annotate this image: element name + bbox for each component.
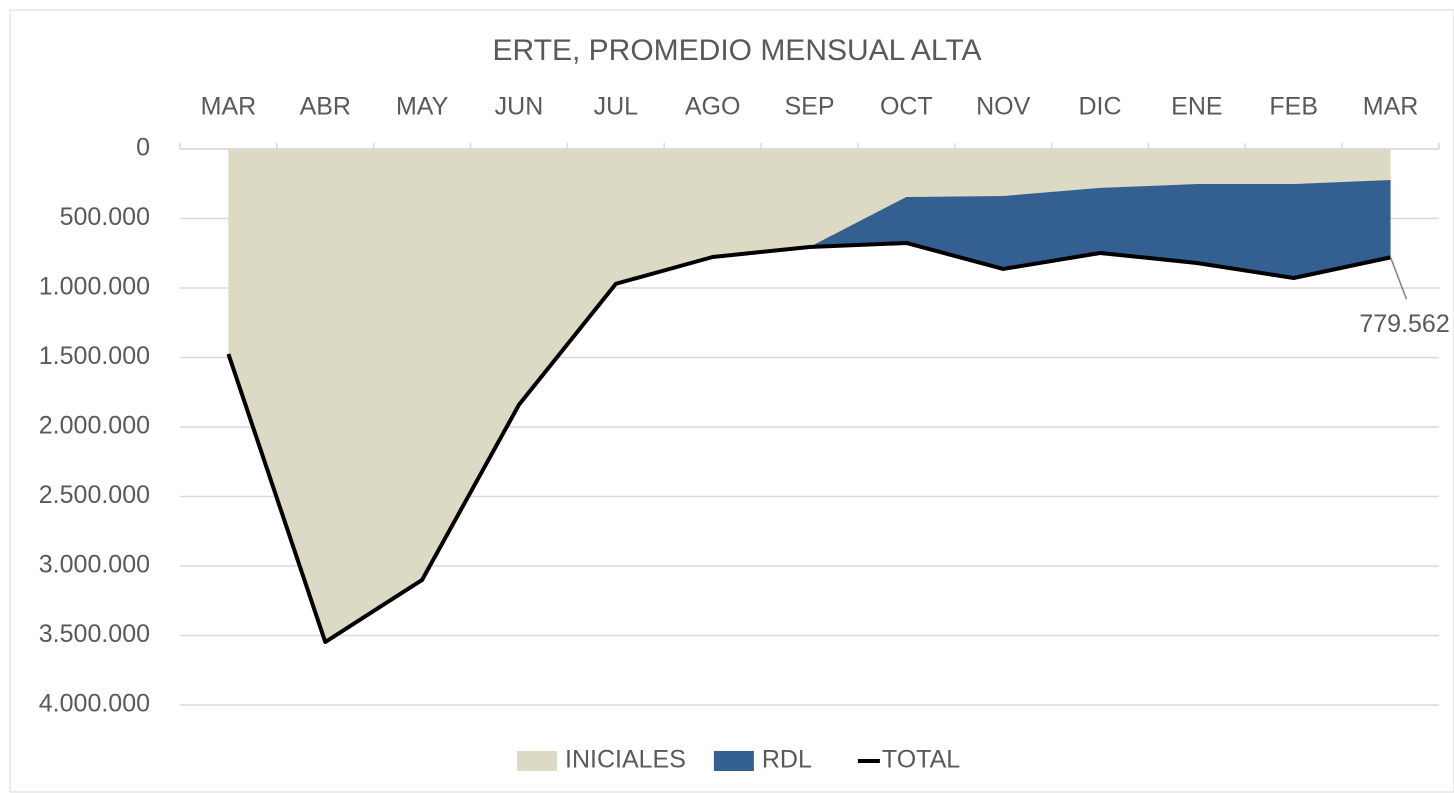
area [228,179,1391,643]
y-tick-label: 1.500.000 [39,342,150,370]
data-label: 779.562 [1359,310,1449,338]
x-tick-label: OCT [880,93,933,121]
chart-title: ERTE, PROMEDIO MENSUAL ALTA [493,34,982,67]
y-tick-label: 2.000.000 [39,412,150,440]
x-tick-label: ABR [300,93,351,121]
x-tick-label: JUL [594,93,639,121]
legend-swatch [713,751,754,771]
legend-label: TOTAL [882,746,960,774]
line [226,240,1391,645]
x-tick-label: AGO [685,93,741,121]
x-tick-label: MAY [396,93,449,121]
y-tick-label: 4.000.000 [39,690,150,718]
y-tick-label: 0 [136,134,150,162]
legend-label: INICIALES [565,746,686,774]
label-leader [1389,257,1408,300]
legend-swatch [517,751,557,771]
y-tick-label: 3.500.000 [39,620,150,648]
x-tick-label: FEB [1269,93,1318,121]
x-tick-label: DIC [1079,93,1122,121]
chart-frame [9,9,1454,793]
x-tick-label: MAR [1363,93,1419,121]
area [228,149,1391,643]
x-tick-label: NOV [976,93,1031,121]
x-tick-label: JUN [495,93,544,121]
y-tick-label: 2.500.000 [39,481,150,509]
x-tick-label: ENE [1171,93,1222,121]
y-tick-label: 1.000.000 [39,273,150,301]
legend-label: RDL [762,746,812,774]
y-tick-label: 3.000.000 [39,551,150,579]
x-tick-label: SEP [784,93,834,121]
y-tick-label: 500.000 [60,203,150,231]
x-tick-label: MAR [201,93,257,121]
